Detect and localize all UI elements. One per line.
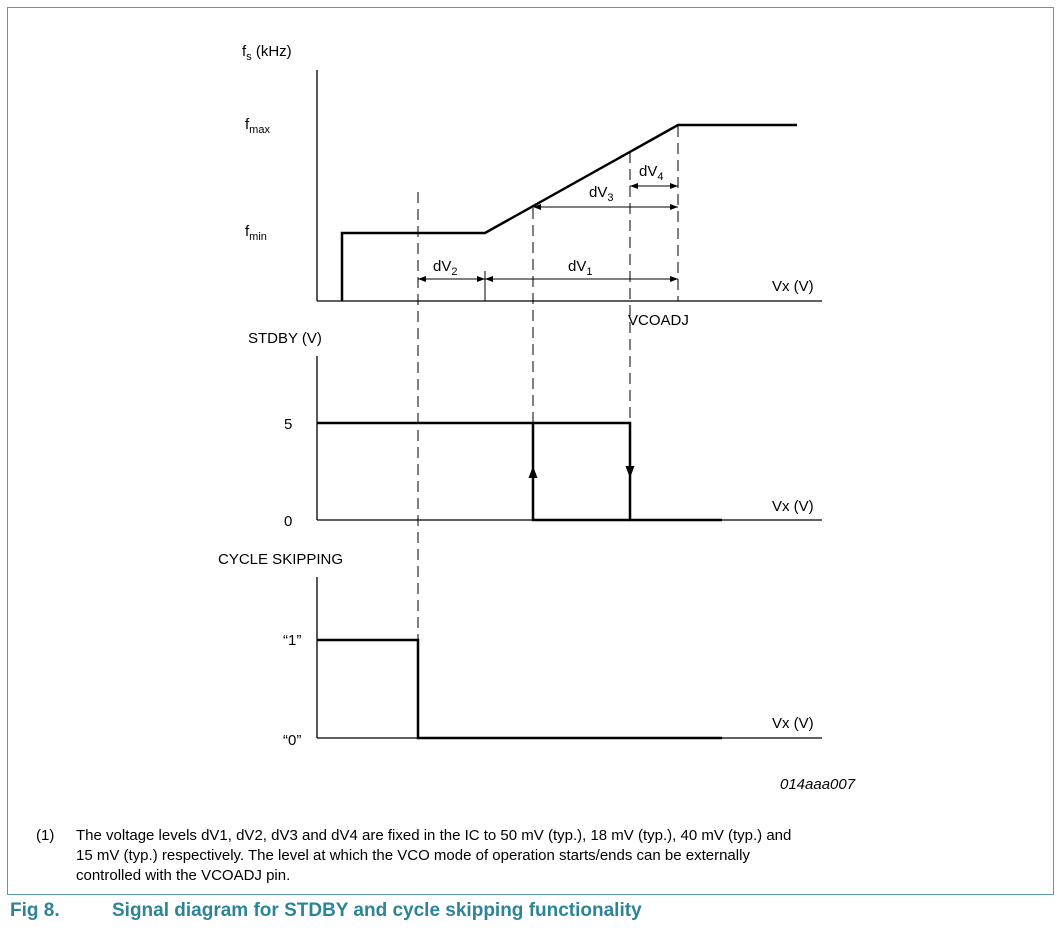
dv4-label: dV4 (639, 163, 663, 183)
fs-x-axis-label: Vx (V) (772, 278, 814, 295)
stdby-level-high: 5 (284, 416, 292, 433)
figure-code: 014aaa007 (780, 776, 856, 793)
fmax-label: fmax (245, 116, 270, 136)
dv1-label: dV1 (568, 258, 592, 278)
fmin-label: fmin (245, 223, 267, 243)
stdby-up-arrow (528, 466, 538, 478)
figure-caption: Fig 8. Signal diagram for STDBY and cycle… (10, 900, 642, 922)
stdby-graph: STDBY (V) 5 0 Vx (V) (248, 330, 822, 530)
cycle-level-low: “0” (283, 732, 301, 749)
cycle-curve (317, 638, 722, 740)
figure-title: Signal diagram for STDBY and cycle skipp… (112, 900, 642, 921)
stdby-high-level (317, 421, 722, 522)
stdby-down-arrow (625, 466, 635, 478)
cycle-level-high: “1” (283, 632, 301, 649)
stdby-hysteresis (531, 423, 630, 522)
stdby-level-low: 0 (284, 513, 292, 530)
vcoadj-label: VCOADJ (628, 312, 689, 329)
footnote-number: (1) (36, 827, 55, 844)
figure-number: Fig 8. (10, 900, 60, 921)
footnote-text: The voltage levels dV1, dV2, dV3 and dV4… (76, 827, 792, 884)
dv2-label: dV2 (433, 258, 457, 278)
fs-curve (340, 123, 797, 301)
stdby-x-axis-label: Vx (V) (772, 498, 814, 515)
stdby-y-axis-label: STDBY (V) (248, 330, 322, 347)
fs-graph: fs (kHz) fmax fmin Vx (V) VCOADJ dV2 dV1… (242, 43, 822, 329)
cycle-x-axis-label: Vx (V) (772, 715, 814, 732)
cycle-y-axis-label: CYCLE SKIPPING (218, 551, 343, 568)
dv3-label: dV3 (589, 184, 613, 204)
cycle-skipping-graph: CYCLE SKIPPING “1” “0” Vx (V) (218, 551, 822, 749)
fs-y-axis-label: fs (kHz) (242, 43, 292, 63)
figure-frame (7, 7, 1054, 895)
